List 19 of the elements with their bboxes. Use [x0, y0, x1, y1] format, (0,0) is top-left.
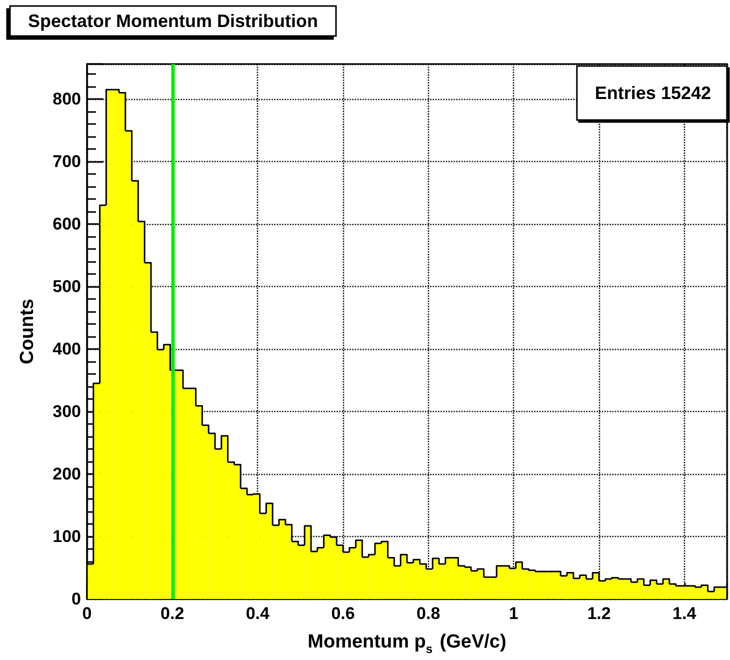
y-tick-label: 0	[72, 590, 81, 608]
annotation: Entries 15242	[594, 83, 711, 103]
y-tick-label: 800	[52, 90, 81, 108]
y-tick-label: 500	[52, 277, 81, 296]
y-tick-label: 200	[52, 464, 81, 484]
y-tick-label: 100	[52, 527, 81, 546]
y-tick-label: 600	[52, 214, 81, 234]
y-tick-label: 400	[52, 340, 81, 358]
x-tick-label: 1	[508, 604, 518, 623]
x-tick-label: 0.2	[160, 604, 184, 623]
x-tick-label: 1.4	[672, 604, 697, 623]
x-tick-label: 1.2	[587, 604, 611, 623]
x-tick-label: 0.6	[331, 604, 355, 623]
y-tick-label: 300	[52, 402, 81, 421]
y-tick-label: 700	[52, 152, 81, 171]
x-tick-label: 0.4	[246, 604, 270, 623]
chart-title: Spectator Momentum Distribution	[28, 11, 318, 31]
x-tick-label: 0.8	[416, 604, 440, 623]
y-axis-title: Counts	[17, 298, 38, 364]
